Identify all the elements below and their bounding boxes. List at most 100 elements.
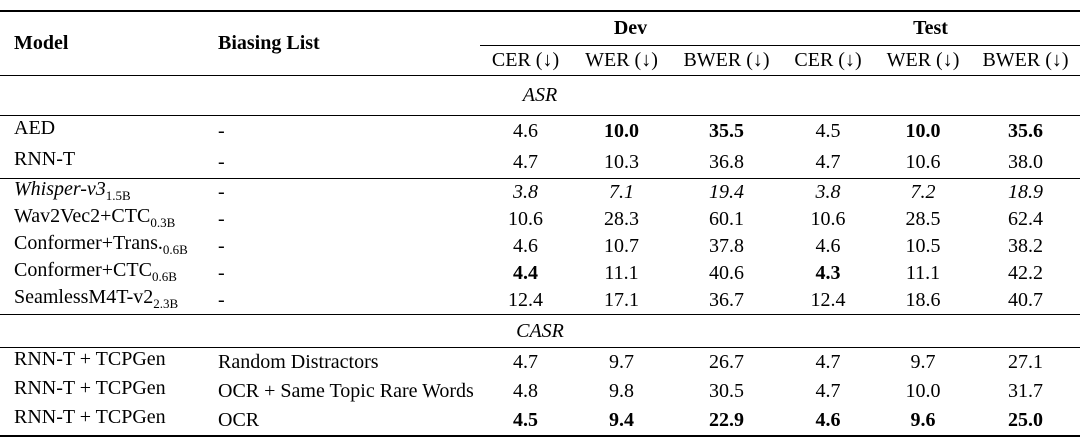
metric-value: 60.1 <box>709 208 744 230</box>
metric-value: 22.9 <box>709 409 744 431</box>
model-name: RNN-T + TCPGen <box>14 406 166 428</box>
metric-value: 62.4 <box>1008 208 1043 230</box>
biasing-list-cell: - <box>218 235 225 257</box>
metric-value: 26.7 <box>709 351 744 373</box>
asr-baseline-block: AED - 4.6 10.0 35.5 4.5 10.0 35.6 RNN-T … <box>0 116 1080 179</box>
metric-value: 38.2 <box>1008 235 1043 257</box>
metric-value: 40.7 <box>1008 289 1043 311</box>
model-size-subscript: 2.3B <box>153 296 179 311</box>
metric-value: 18.6 <box>905 289 941 311</box>
metric-value: 25.0 <box>1008 409 1043 431</box>
metric-value: 9.6 <box>910 409 936 431</box>
metric-value: 9.7 <box>910 351 936 373</box>
model-name: RNN-T + TCPGen <box>14 377 166 399</box>
metric-value: 10.0 <box>905 120 941 142</box>
model-name: RNN-T <box>14 148 76 170</box>
metric-value: 4.7 <box>513 351 538 373</box>
biasing-list-cell: - <box>218 262 225 284</box>
biasing-list-cell: - <box>218 208 225 230</box>
metric-value: 3.8 <box>513 181 538 203</box>
metric-value: 37.8 <box>709 235 744 257</box>
test-bwer-header: BWER (↓) <box>982 49 1069 71</box>
model-name: Conformer+CTC <box>14 259 152 281</box>
model-size-subscript: 0.6B <box>151 269 177 284</box>
test-group-header: Test <box>781 11 1080 46</box>
dev-wer-header: WER (↓) <box>585 49 658 71</box>
dev-bwer-header: BWER (↓) <box>683 49 770 71</box>
metric-value: 28.3 <box>604 208 639 230</box>
metric-value: 4.4 <box>513 262 538 284</box>
metric-value: 10.3 <box>604 151 639 173</box>
model-name: Conformer+Trans. <box>14 232 163 254</box>
asr-pretrained-block: Whisper-v31.5B - 3.8 7.1 19.4 3.8 7.2 18… <box>0 179 1080 315</box>
model-size-subscript: 0.6B <box>162 242 188 257</box>
metric-value: 28.5 <box>905 208 941 230</box>
table-row: AED - 4.6 10.0 35.5 4.5 10.0 35.6 <box>0 116 1080 148</box>
metric-value: 9.4 <box>609 409 634 431</box>
model-name: SeamlessM4T-v2 <box>14 286 154 308</box>
section-label-casr: CASR <box>516 319 564 342</box>
metric-value: 4.6 <box>815 409 841 431</box>
table-row: Conformer+Trans.0.6B - 4.6 10.7 37.8 4.6… <box>0 233 1080 260</box>
test-cer-header: CER (↓) <box>794 49 862 71</box>
metric-value: 9.7 <box>609 351 634 373</box>
metric-value: 3.8 <box>815 181 841 203</box>
biasing-list-cell: - <box>218 181 225 203</box>
biasing-list-cell: - <box>218 289 225 311</box>
metric-value: 10.0 <box>604 120 639 142</box>
model-cell: RNN-T + TCPGen <box>0 377 210 406</box>
metric-value: 4.7 <box>815 351 841 373</box>
section-row-asr: ASR <box>0 76 1080 116</box>
metric-value: 35.6 <box>1008 120 1043 142</box>
model-cell: RNN-T + TCPGen <box>0 406 210 436</box>
metric-value: 30.5 <box>709 380 744 402</box>
casr-tcpgen-block: RNN-T + TCPGen Random Distractors 4.7 9.… <box>0 348 1080 437</box>
metric-value: 10.6 <box>810 208 846 230</box>
table-row: RNN-T + TCPGen OCR + Same Topic Rare Wor… <box>0 377 1080 406</box>
table-row: RNN-T + TCPGen Random Distractors 4.7 9.… <box>0 348 1080 378</box>
model-name: AED <box>14 117 56 139</box>
metric-value: 27.1 <box>1008 351 1043 373</box>
model-cell: Whisper-v31.5B <box>0 179 210 207</box>
metric-value: 12.4 <box>810 289 846 311</box>
metric-value: 4.6 <box>513 235 538 257</box>
biasing-list-cell: OCR <box>218 409 260 431</box>
section-label-asr: ASR <box>522 84 558 106</box>
asr-results-table: Model Biasing List Dev Test CER (↓) WER … <box>0 10 1080 437</box>
model-size-subscript: 0.3B <box>150 215 176 230</box>
metric-value: 4.5 <box>513 409 538 431</box>
model-cell: SeamlessM4T-v22.3B <box>0 287 210 315</box>
model-size-subscript: 1.5B <box>105 188 131 203</box>
test-wer-header: WER (↓) <box>886 49 960 71</box>
model-column-header: Model <box>14 32 69 54</box>
metric-value: 18.9 <box>1008 181 1043 203</box>
biasing-list-cell: - <box>218 151 225 173</box>
metric-header-row: CER (↓) WER (↓) BWER (↓) CER (↓) WER (↓)… <box>0 46 1080 76</box>
biasing-list-column-header: Biasing List <box>218 32 320 54</box>
biasing-list-cell: OCR + Same Topic Rare Words <box>218 380 474 402</box>
metric-value: 35.5 <box>709 120 744 142</box>
metric-value: 10.6 <box>508 208 543 230</box>
metric-value: 7.2 <box>910 181 936 203</box>
metric-value: 10.7 <box>604 235 639 257</box>
dev-cer-header: CER (↓) <box>491 49 560 71</box>
table-header: Model Biasing List Dev Test CER (↓) WER … <box>0 11 1080 76</box>
metric-value: 4.5 <box>815 120 841 142</box>
metric-value: 12.4 <box>508 289 543 311</box>
model-cell: RNN-T <box>0 147 210 179</box>
table-row: RNN-T + TCPGen OCR 4.5 9.4 22.9 4.6 9.6 … <box>0 406 1080 436</box>
metric-value: 11.1 <box>604 262 639 284</box>
metric-value: 4.7 <box>815 151 841 173</box>
metric-value: 9.8 <box>609 380 634 402</box>
metric-value: 4.6 <box>513 120 538 142</box>
metric-value: 36.8 <box>709 151 744 173</box>
model-cell: RNN-T + TCPGen <box>0 348 210 378</box>
metric-value: 4.7 <box>513 151 538 173</box>
metric-value: 36.7 <box>709 289 744 311</box>
metric-value: 10.0 <box>905 380 941 402</box>
metric-value: 10.6 <box>905 151 941 173</box>
group-header-row: Model Biasing List Dev Test <box>0 11 1080 53</box>
table-row: Conformer+CTC0.6B - 4.4 11.1 40.6 4.3 11… <box>0 260 1080 287</box>
model-cell: Wav2Vec2+CTC0.3B <box>0 206 210 233</box>
